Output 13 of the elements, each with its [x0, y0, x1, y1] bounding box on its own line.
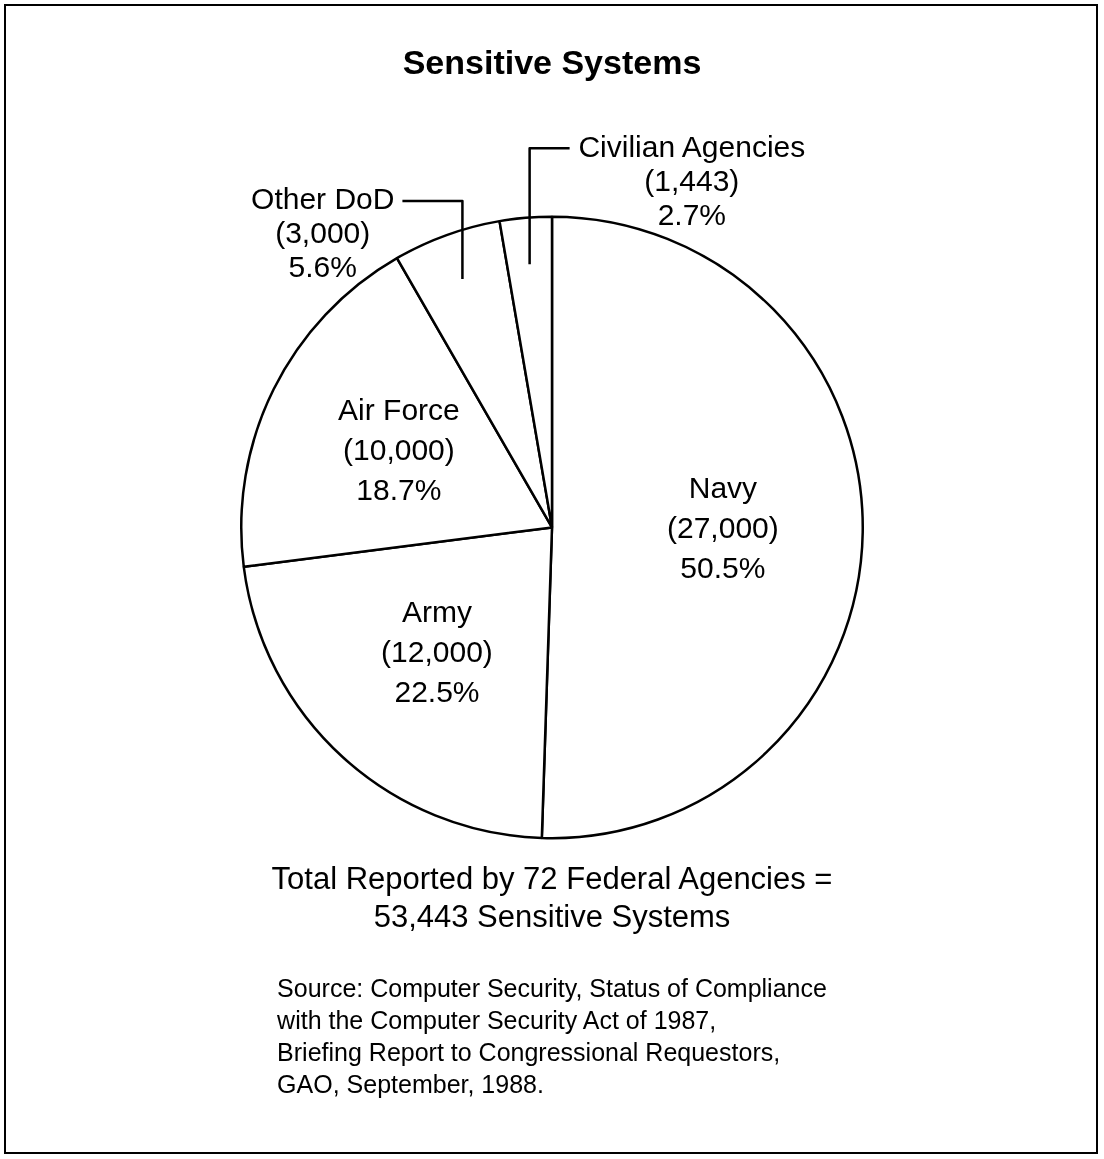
- chart-title: Sensitive Systems: [402, 42, 702, 81]
- text: Total Reported by 72 Federal Agencies = 53,443 Sensitive Systems: [270, 860, 834, 936]
- data-label: (27,000) 50.5%: [667, 511, 779, 585]
- slice-label: Air Force: [338, 392, 460, 426]
- slice-label: Army: [401, 595, 472, 629]
- slice-label: Navy: [688, 471, 758, 505]
- data-label: (1,443) 2.7%: [644, 163, 740, 231]
- source-note: Source: Computer Security, Status of Compliance with the Computer Security Act of 1987, Briefing Report to Congressional Requestors, GAO, September, 1988.: [277, 973, 827, 1100]
- slice-label: Civilian Agencies: [578, 129, 806, 163]
- data-label: (10,000) 18.7%: [343, 432, 455, 506]
- data-label: (3,000) 5.6%: [275, 216, 371, 284]
- data-label: (12,000) 22.5%: [381, 635, 493, 709]
- slice-label: Other DoD: [251, 182, 395, 216]
